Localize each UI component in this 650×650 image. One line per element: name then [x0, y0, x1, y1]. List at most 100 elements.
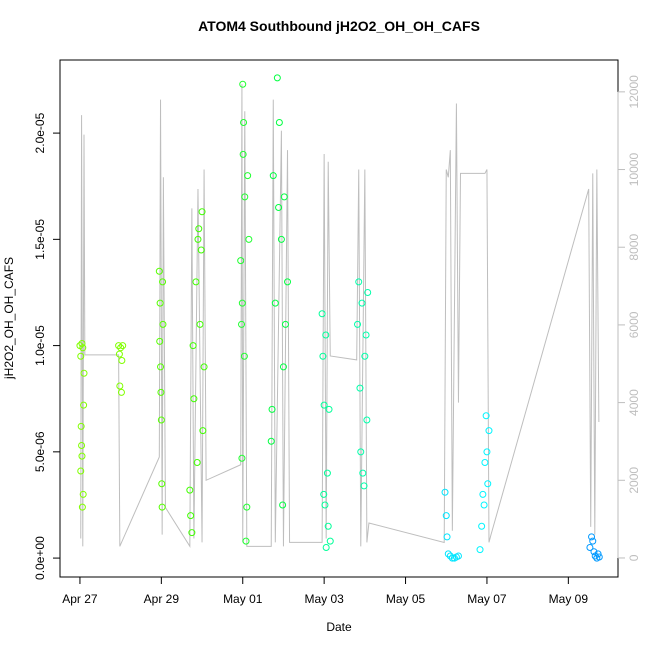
y2-tick-label: 6000: [627, 311, 641, 338]
data-point: [589, 537, 597, 545]
data-point: [238, 320, 246, 328]
data-point: [78, 441, 86, 449]
data-point: [482, 412, 490, 420]
data-point: [156, 337, 164, 345]
x-tick-label: May 07: [467, 592, 507, 606]
data-point: [155, 267, 163, 275]
data-point: [197, 246, 205, 254]
data-point: [326, 537, 334, 545]
y-axis-label: jH2O2_OH_OH_CAFS: [2, 257, 16, 380]
data-point: [239, 80, 247, 88]
data-point: [275, 203, 283, 211]
x-tick-label: May 05: [386, 592, 426, 606]
chart-title: ATOM4 Southbound jH2O2_OH_OH_CAFS: [198, 18, 480, 34]
data-point: [80, 401, 88, 409]
data-point: [115, 342, 123, 350]
data-point: [240, 352, 248, 360]
data-point: [362, 331, 370, 339]
data-point: [117, 388, 125, 396]
data-point: [78, 452, 86, 460]
data-point: [189, 342, 197, 350]
data-point: [322, 543, 330, 551]
data-point: [277, 235, 285, 243]
data-point: [242, 537, 250, 545]
data-point: [360, 482, 368, 490]
data-point: [321, 501, 329, 509]
data-point: [117, 344, 125, 352]
data-point: [244, 172, 252, 180]
data-point: [158, 480, 166, 488]
data-point: [79, 344, 87, 352]
data-point: [357, 448, 365, 456]
data-point: [483, 448, 491, 456]
data-point: [195, 225, 203, 233]
y2-tick-label: 8000: [627, 234, 641, 261]
y2-tick-label: 12000: [627, 75, 641, 109]
data-point: [284, 278, 292, 286]
data-point: [77, 422, 85, 430]
data-point: [481, 458, 489, 466]
y-tick-label: 1.5e-05: [33, 219, 47, 260]
data-point: [361, 352, 369, 360]
data-point: [479, 490, 487, 498]
data-point: [364, 288, 372, 296]
data-point: [240, 118, 248, 126]
data-point: [237, 257, 245, 265]
data-point: [196, 320, 204, 328]
data-point: [323, 469, 331, 477]
data-point: [281, 320, 289, 328]
data-point: [77, 352, 85, 360]
x-axis-label: Date: [326, 620, 352, 634]
data-point: [322, 331, 330, 339]
y2-tick-label: 0: [627, 554, 641, 561]
data-point: [241, 193, 249, 201]
data-point: [157, 363, 165, 371]
y2-tick-label: 2000: [627, 467, 641, 494]
data-point: [478, 522, 486, 530]
data-point: [269, 172, 277, 180]
altitude-line: [80, 84, 600, 549]
data-point: [443, 533, 451, 541]
data-point: [159, 278, 167, 286]
data-point: [325, 405, 333, 413]
data-point: [588, 533, 596, 541]
data-point: [190, 395, 198, 403]
data-point: [243, 503, 251, 511]
data-point: [198, 208, 206, 216]
data-point: [118, 356, 126, 364]
data-point: [268, 405, 276, 413]
data-point: [267, 437, 275, 445]
data-point: [116, 382, 124, 390]
y-tick-label: 0.0e+00: [33, 536, 47, 580]
data-point: [157, 416, 165, 424]
data-point: [448, 554, 456, 562]
data-point: [187, 512, 195, 520]
data-point: [320, 401, 328, 409]
data-point: [119, 342, 127, 350]
data-point: [245, 235, 253, 243]
data-point: [238, 299, 246, 307]
data-point: [156, 299, 164, 307]
data-point: [318, 310, 326, 318]
data-point: [480, 501, 488, 509]
x-tick-label: Apr 27: [62, 592, 98, 606]
x-tick-label: May 09: [549, 592, 589, 606]
y-tick-label: 2.0e-05: [33, 112, 47, 153]
data-point: [280, 193, 288, 201]
data-point: [200, 363, 208, 371]
data-point: [79, 490, 87, 498]
y2-tick-label: 10000: [627, 153, 641, 187]
data-point: [320, 490, 328, 498]
data-point: [444, 550, 452, 558]
data-point: [186, 486, 194, 494]
data-point: [356, 384, 364, 392]
data-point: [354, 320, 362, 328]
data-point: [442, 512, 450, 520]
data-point: [484, 480, 492, 488]
data-point: [275, 118, 283, 126]
data-point: [273, 74, 281, 82]
data-point: [441, 488, 449, 496]
data-point: [239, 150, 247, 158]
data-point: [192, 278, 200, 286]
